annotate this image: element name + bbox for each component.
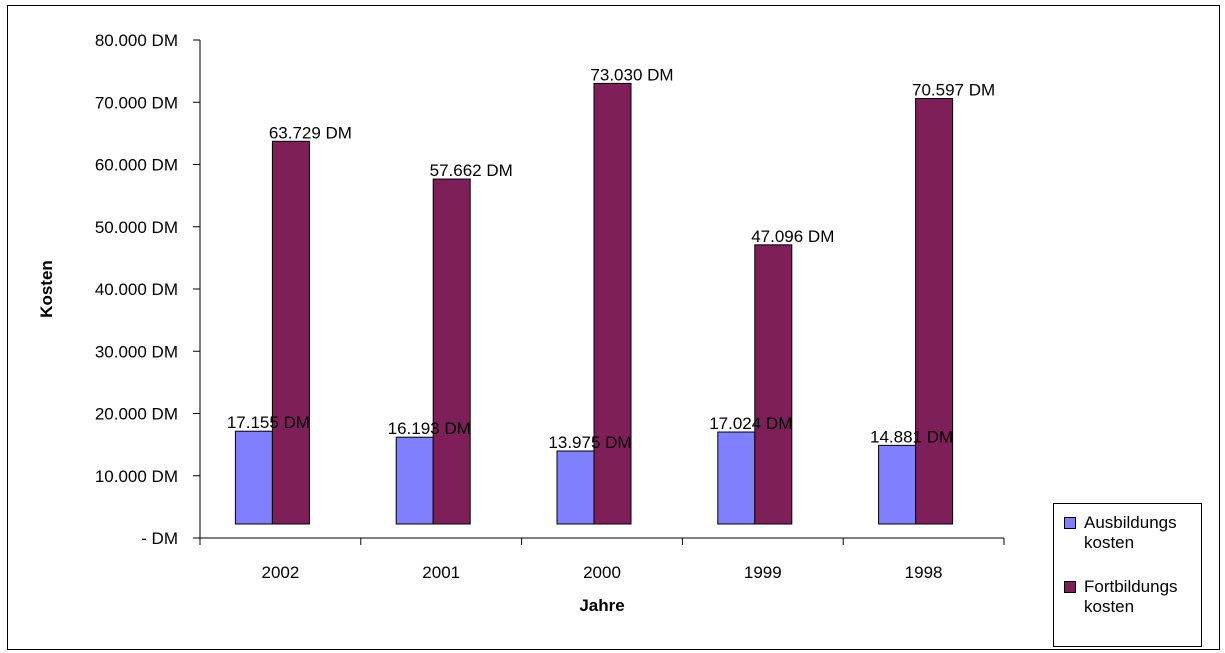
y-tick-label: 10.000 DM [95, 467, 178, 486]
data-labels: 17.155 DM 63.729 DM 16.193 DM 57.662 DM 13.9… [227, 65, 995, 452]
data-label-fortbildungskosten-1998: 70.597 DM [912, 81, 995, 100]
bars [234, 82, 954, 525]
y-axis: - DM 10.000 DM 20.000 DM 30.000 DM 40.000 DM… [95, 31, 201, 548]
bar-fortbildungskosten-2002 [271, 140, 310, 525]
legend-label-fortbildungskosten: Fortbildungs kosten [1084, 577, 1178, 616]
y-tick-label: 40.000 DM [95, 280, 178, 299]
bar-fortbildungskosten-1998 [915, 98, 954, 525]
bar-fortbildungskosten-1999 [754, 244, 793, 525]
data-label-ausbildungskosten-2000: 13.975 DM [548, 433, 631, 452]
y-tick-label: 70.000 DM [95, 93, 178, 112]
legend: Ausbildungs kosten Fortbildungs kosten [1053, 503, 1202, 647]
data-label-fortbildungskosten-2000: 73.030 DM [590, 65, 673, 84]
x-tick-label: 2002 [261, 563, 299, 582]
x-tick-label: 2000 [583, 563, 621, 582]
y-tick-label: 50.000 DM [95, 218, 178, 237]
x-tick-label: 2001 [422, 563, 460, 582]
y-tick-label: 60.000 DM [95, 156, 178, 175]
bar-fortbildungskosten-2001 [432, 178, 471, 525]
y-tick-label: 30.000 DM [95, 342, 178, 361]
data-label-fortbildungskosten-2001: 57.662 DM [430, 161, 513, 180]
bar-fortbildungskosten-2000 [593, 82, 632, 525]
data-label-ausbildungskosten-2002: 17.155 DM [227, 413, 310, 432]
legend-label-ausbildungskosten: Ausbildungs kosten [1084, 513, 1177, 552]
bar-ausbildungskosten-2000 [556, 450, 595, 525]
data-label-ausbildungskosten-2001: 16.193 DM [388, 419, 471, 438]
data-label-fortbildungskosten-2002: 63.729 DM [269, 123, 352, 142]
bar-ausbildungskosten-2002 [234, 430, 273, 525]
data-label-fortbildungskosten-1999: 47.096 DM [751, 227, 834, 246]
data-label-ausbildungskosten-1999: 17.024 DM [709, 414, 792, 433]
y-axis-title: Kosten [37, 260, 56, 318]
legend-item-fortbildungskosten: Fortbildungs kosten [1064, 577, 1194, 617]
x-tick-label: 1998 [905, 563, 943, 582]
x-axis: 2002 2001 2000 1999 1998 [199, 537, 1005, 582]
x-tick-label: 1999 [744, 563, 782, 582]
data-label-ausbildungskosten-1998: 14.881 DM [870, 427, 953, 446]
y-tick-label: - DM [141, 529, 178, 548]
chart-frame [7, 5, 1220, 650]
bar-ausbildungskosten-1999 [717, 431, 756, 525]
legend-swatch-ausbildungskosten [1064, 517, 1076, 529]
bar-ausbildungskosten-2001 [395, 436, 434, 525]
y-tick-label: 80.000 DM [95, 31, 178, 50]
y-tick-label: 20.000 DM [95, 405, 178, 424]
x-axis-title: Jahre [579, 596, 624, 615]
legend-swatch-fortbildungskosten [1064, 581, 1076, 593]
bar-ausbildungskosten-1998 [878, 444, 917, 525]
legend-item-ausbildungskosten: Ausbildungs kosten [1064, 513, 1194, 553]
